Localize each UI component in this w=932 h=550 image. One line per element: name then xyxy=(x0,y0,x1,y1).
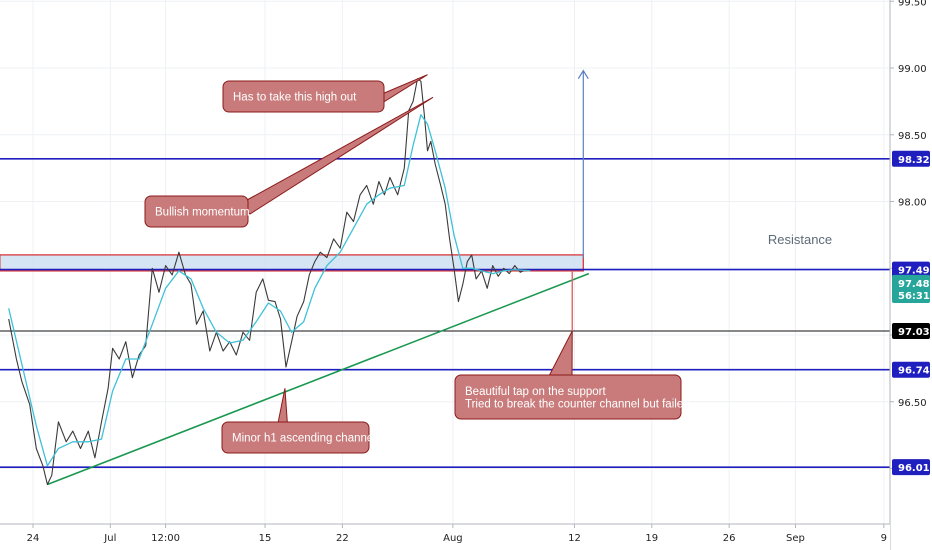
countdown-tag: 56:31 xyxy=(898,291,930,302)
price-tag-96-74: 96.74 xyxy=(898,366,930,377)
price-tag-97-03: 97.03 xyxy=(898,327,930,338)
y-tick-label: 98.00 xyxy=(898,198,927,209)
x-tick-label: Jul xyxy=(103,533,116,544)
price-tag-97-49: 97.49 xyxy=(898,266,930,277)
x-tick-label: 12:00 xyxy=(151,533,180,544)
callout-high-pointer xyxy=(381,74,428,104)
x-tick-label: 26 xyxy=(723,533,736,544)
callout-high-text: Has to take this high out xyxy=(233,92,357,104)
x-tick-label: 19 xyxy=(645,533,658,544)
callout-momentum-pointer xyxy=(237,96,434,215)
callout-high: Has to take this high out xyxy=(222,74,428,113)
ascending-channel-line xyxy=(47,272,590,486)
x-tick-label: 12 xyxy=(568,533,581,544)
callout-high-box xyxy=(222,80,385,113)
time-axis-panel xyxy=(0,524,890,550)
x-tick-label: Aug xyxy=(443,533,463,544)
price-series-line xyxy=(8,78,531,486)
price-tag-98-32: 98.32 xyxy=(898,155,930,166)
callout-support-text: Beautiful tap on the support xyxy=(465,386,606,398)
y-tick-label: 99.00 xyxy=(898,64,927,75)
last-price-tag: 97.48 xyxy=(898,279,930,290)
last-price-tag-bg xyxy=(892,274,930,291)
countdown-tag-bg xyxy=(892,286,930,303)
price-tag-96-74-bg xyxy=(892,361,930,378)
price-tag-96-01: 96.01 xyxy=(898,463,930,474)
y-tick-label: 98.50 xyxy=(898,131,927,142)
callout-support-pointer xyxy=(547,330,573,379)
x-tick-label: 9 xyxy=(881,533,887,544)
callout-channel: Minor h1 ascending channel xyxy=(221,388,376,454)
callout-support-text: Tried to break the counter channel but f… xyxy=(465,398,690,410)
resistance-label: Resistance xyxy=(768,232,832,247)
y-tick-label: 96.50 xyxy=(898,398,927,409)
callout-support-box xyxy=(454,374,682,420)
price-tag-96-01-bg xyxy=(892,459,930,476)
callout-channel-text: Minor h1 ascending channel xyxy=(232,433,376,445)
moving-average-line xyxy=(8,114,531,467)
y-tick-label: 99.50 xyxy=(898,0,927,8)
x-tick-label: 15 xyxy=(259,533,272,544)
resistance-zone xyxy=(0,254,584,272)
callout-momentum: Bullish momentum xyxy=(144,96,434,228)
gridlines xyxy=(0,0,890,524)
x-tick-label: 24 xyxy=(27,533,40,544)
callout-channel-box xyxy=(221,421,370,454)
price-tag-98-32-bg xyxy=(892,150,930,167)
callout-momentum-box xyxy=(144,195,249,228)
price-tag-97-03-bg xyxy=(892,322,930,339)
target-arrow-head xyxy=(577,69,589,79)
callout-momentum-text: Bullish momentum xyxy=(155,207,250,219)
x-tick-label: 22 xyxy=(336,533,349,544)
price-tag-97-49-bg xyxy=(892,261,930,278)
x-tick-label: Sep xyxy=(786,533,805,544)
